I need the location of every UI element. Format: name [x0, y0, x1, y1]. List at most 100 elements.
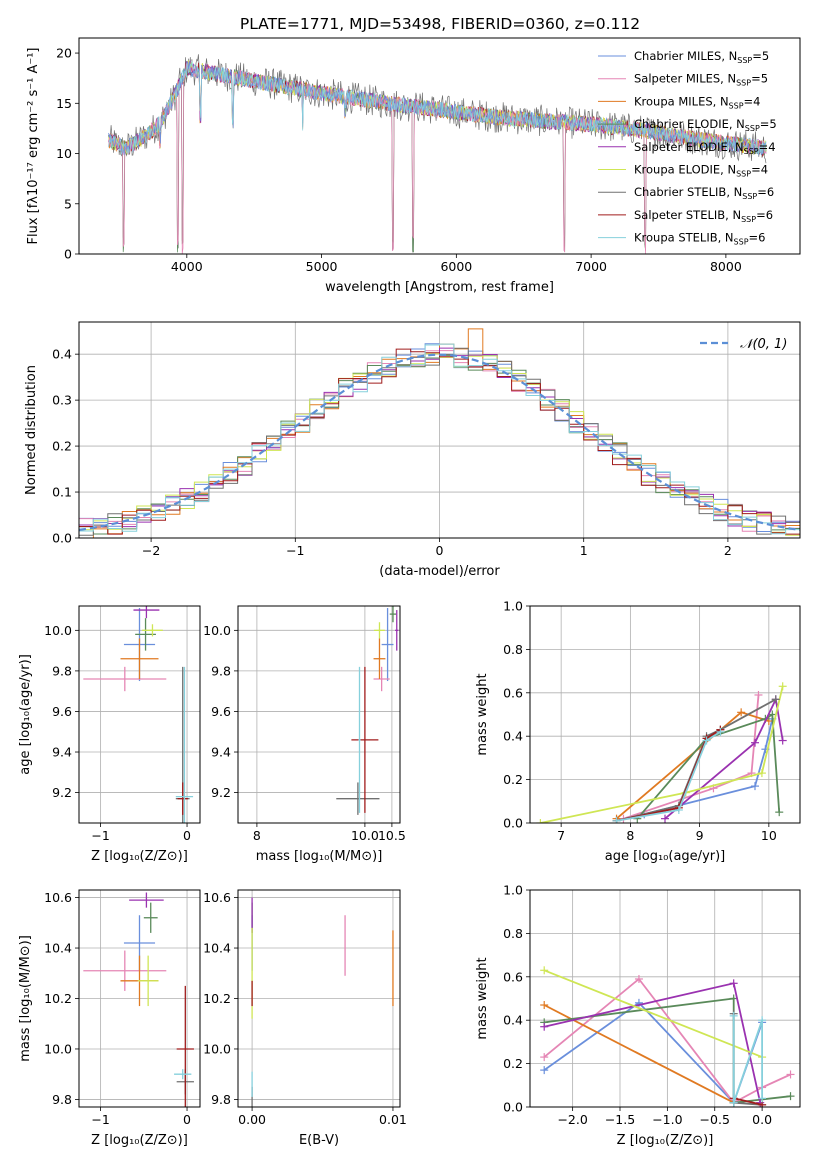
y-tick-label: 10.4 [203, 941, 231, 956]
x-axis-label: E(B-V) [299, 1133, 339, 1148]
x-axis-label: age [log₁₀(age/yr)] [605, 849, 726, 864]
weight-marker [674, 805, 683, 814]
x-axis-label: (data-model)/error [379, 564, 500, 579]
weight-series [540, 686, 784, 823]
errorbar-point [143, 902, 158, 933]
y-tick-label: 1.0 [503, 599, 523, 614]
x-tick-label: −2 [142, 543, 160, 558]
weight-series [732, 1015, 763, 1103]
x-tick-label: 0.00 [238, 1112, 266, 1127]
x-tick-label: 0.0 [752, 1112, 772, 1127]
x-tick-label: 10 [761, 828, 777, 843]
weight-marker [661, 814, 669, 823]
y-tick-label: 9.8 [52, 1092, 72, 1107]
weight-marker [778, 736, 787, 745]
x-tick-label: 2 [724, 543, 732, 558]
weight-series [664, 696, 784, 820]
legend-entry: Kroupa ELODIE, NSSP=4 [634, 163, 768, 179]
weight-series [543, 969, 763, 1058]
legend-entry: Salpeter ELODIE, NSSP=4 [634, 140, 776, 156]
x-tick-label: 4000 [171, 259, 203, 274]
x-tick-label: 5000 [306, 259, 338, 274]
errorbar-point [175, 666, 194, 823]
x-tick-label: 9 [696, 828, 704, 843]
weight-marker [778, 682, 787, 691]
weight-marker [775, 808, 784, 817]
y-tick-label: 0.6 [503, 685, 523, 700]
weight-marker [634, 974, 643, 983]
y-tick-label: 0.0 [52, 531, 72, 546]
weight-series [643, 718, 774, 816]
spectrum-legend: Chabrier MILES, NSSP=5 Salpeter MILES, NS… [598, 49, 777, 247]
y-tick-label: 10 [56, 146, 72, 161]
x-tick-label: 0 [436, 543, 444, 558]
x-axis-label: wavelength [Angstrom, rest frame] [325, 280, 554, 295]
errorbar-point [133, 606, 160, 619]
y-tick-label: 0.8 [503, 642, 523, 657]
weight-marker [737, 708, 746, 717]
y-tick-label: 9.8 [52, 663, 72, 678]
x-axis-label: Z [log₁₀(Z/Z⊙)] [91, 849, 188, 864]
axes-frame [237, 605, 401, 824]
plot-area-mass-Z [83, 892, 194, 1107]
weight-marker [536, 819, 545, 823]
errorbar-point [381, 608, 394, 682]
y-tick-label: 9.6 [52, 704, 72, 719]
y-tick-label: 10.2 [44, 991, 72, 1006]
plot-area-age-Z [83, 606, 194, 823]
legend-entry: Salpeter STELIB, NSSP=6 [634, 208, 773, 224]
y-tick-label: 20 [56, 46, 72, 61]
spectrum-line [108, 61, 767, 156]
y-tick-label: 10.0 [203, 623, 231, 638]
y-tick-label: 0.2 [503, 1056, 523, 1071]
y-tick-label: 9.2 [52, 785, 72, 800]
x-tick-label: 7000 [575, 259, 607, 274]
x-tick-label: 1 [580, 543, 588, 558]
plot-area-spectrum [108, 54, 767, 254]
plot-area-mass-EBV [251, 897, 394, 1107]
errorbar-point [374, 622, 385, 639]
y-tick-label: 10.0 [44, 1041, 72, 1056]
y-axis-label: Normed distribution [24, 365, 39, 495]
errorbar-point [176, 985, 194, 1107]
weight-marker [757, 769, 766, 778]
x-tick-label: −1 [91, 828, 109, 843]
weight-marker [786, 1092, 795, 1101]
y-axis-label: mass weight [475, 673, 490, 755]
x-tick-label: 7 [557, 828, 565, 843]
errorbar-point [358, 666, 361, 813]
y-tick-label: 0 [64, 247, 72, 262]
errorbar-point [389, 606, 397, 623]
legend-entry: Chabrier STELIB, NSSP=6 [634, 185, 774, 201]
y-tick-label: 0.3 [52, 393, 72, 408]
histogram-step [79, 343, 800, 535]
y-tick-label: 0.8 [503, 926, 523, 941]
y-tick-label: 1.0 [503, 883, 523, 898]
y-tick-label: 10.6 [203, 890, 231, 905]
y-tick-label: 9.2 [211, 785, 231, 800]
x-tick-label: 8000 [710, 259, 742, 274]
weight-marker [751, 782, 759, 791]
x-tick-label: −1.0 [652, 1112, 682, 1127]
plot-area-age-mass [336, 606, 399, 815]
y-tick-label: 10.4 [44, 941, 72, 956]
legend-entry: Kroupa MILES, NSSP=4 [634, 94, 760, 110]
x-tick-label: 0 [183, 828, 191, 843]
normal-curve [79, 353, 800, 531]
weight-series [616, 731, 721, 822]
y-axis-label: mass weight [475, 957, 490, 1039]
x-tick-label: −1 [91, 1112, 109, 1127]
y-tick-label: 0.0 [503, 816, 523, 831]
y-tick-label: 0.4 [52, 347, 72, 362]
weight-marker [729, 1011, 738, 1020]
errorbar-point [373, 666, 390, 692]
weight-marker [758, 1016, 767, 1025]
y-tick-label: 10.2 [203, 991, 231, 1006]
axes-weight-age: 7 8 9 10 0.0 0.2 0.4 0.6 0.8 1.0 age [log₁₀(age/yr… [475, 599, 801, 864]
weight-marker [768, 710, 777, 719]
x-axis-label: Z [log₁₀(Z/Z⊙)] [91, 1133, 188, 1148]
legend-entry: Chabrier MILES, NSSP=5 [634, 49, 769, 65]
weight-marker [716, 727, 725, 736]
axes-frame [78, 37, 801, 255]
